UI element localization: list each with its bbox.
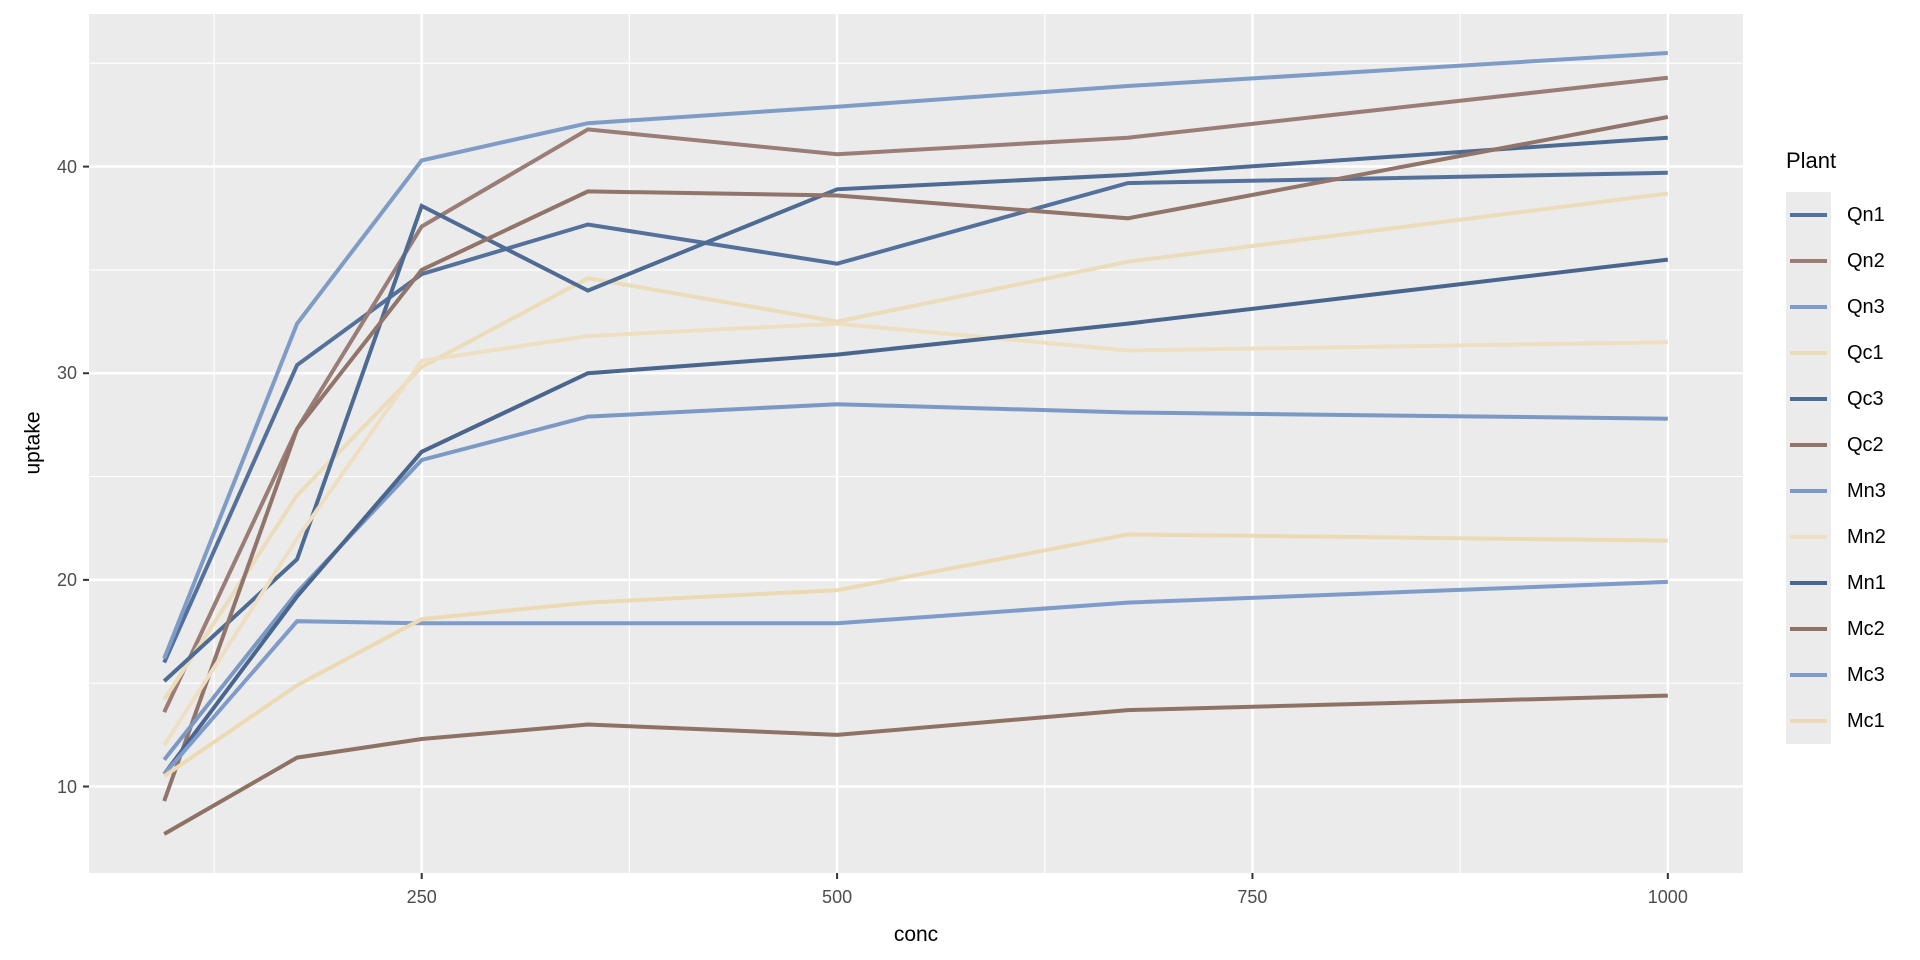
legend-item-Mn1: Mn1: [1786, 560, 1886, 606]
legend-item-Qc3: Qc3: [1786, 376, 1886, 422]
legend-label-Qn1: Qn1: [1847, 203, 1885, 226]
line-series-Qc3: [162, 135, 1668, 683]
legend-key-Qn1: [1786, 192, 1831, 238]
line-series-Mc1: [163, 532, 1668, 778]
legend-line-swatch-Qn2: [1790, 259, 1827, 263]
line-series-Mn1: [162, 257, 1669, 776]
y-tick-label-30: 30: [56, 363, 77, 384]
legend-item-Qn2: Qn2: [1786, 238, 1886, 284]
legend-key-Qn2: [1786, 238, 1831, 284]
legend-line-swatch-Qc2: [1790, 443, 1827, 447]
legend-key-Mc2: [1786, 606, 1831, 652]
legend-key-Qn3: [1786, 284, 1831, 330]
legend-label-Mc3: Mc3: [1847, 663, 1885, 686]
legend-line-swatch-Qc1: [1790, 351, 1827, 355]
legend-key-Mn2: [1786, 514, 1831, 560]
line-series-Qc2: [162, 115, 1669, 802]
line-series-Mn3: [162, 402, 1668, 761]
legend-line-swatch-Qn1: [1790, 213, 1827, 217]
legend-label-Qc1: Qc1: [1847, 341, 1884, 364]
series-lines: [162, 51, 1669, 836]
legend-key-Mn3: [1786, 468, 1831, 514]
legend-item-Qc1: Qc1: [1786, 330, 1886, 376]
x-tick-label-750: 750: [1237, 887, 1268, 907]
legend-item-Mn3: Mn3: [1786, 468, 1886, 514]
line-series-Mc3: [162, 579, 1668, 776]
legend-label-Qc3: Qc3: [1847, 387, 1884, 410]
legend-line-swatch-Qn3: [1790, 305, 1827, 309]
legend-key-Mc1: [1786, 698, 1831, 744]
x-axis-title: conc: [893, 923, 939, 946]
legend-label-Mn2: Mn2: [1847, 525, 1886, 548]
legend-item-Mc2: Mc2: [1786, 606, 1886, 652]
y-axis-title: uptake: [21, 411, 45, 475]
line-series-Qn1: [162, 170, 1668, 664]
y-tick-label-10: 10: [56, 776, 77, 797]
legend-key-Qc2: [1786, 422, 1831, 468]
line-series-Qc1: [162, 191, 1669, 701]
legend-label-Qn3: Qn3: [1847, 295, 1885, 318]
legend: Plant Qn1 Qn2 Qn3 Qc1 Qc3 Qc2 Mn3 Mn2 Mn1 Mc2 Mc3 M…: [1786, 148, 1886, 744]
line-series-Mc2: [163, 693, 1668, 836]
legend-line-swatch-Mc3: [1790, 673, 1827, 677]
line-series-Mn2: [162, 321, 1668, 747]
legend-item-Qn3: Qn3: [1786, 284, 1886, 330]
legend-line-swatch-Mc2: [1790, 627, 1827, 631]
legend-line-swatch-Mn2: [1790, 535, 1827, 539]
y-tick-label-40: 40: [56, 156, 77, 177]
legend-line-swatch-Mn3: [1790, 489, 1827, 493]
legend-items: Qn1 Qn2 Qn3 Qc1 Qc3 Qc2 Mn3 Mn2 Mn1 Mc2 Mc3 Mc1: [1786, 192, 1886, 744]
x-tick-label-1000: 1000: [1647, 887, 1688, 907]
legend-item-Qn1: Qn1: [1786, 192, 1886, 238]
legend-label-Mn3: Mn3: [1847, 479, 1886, 502]
line-series-Qn3: [162, 51, 1668, 660]
legend-item-Mn2: Mn2: [1786, 514, 1886, 560]
major-gridlines: [89, 14, 1743, 873]
legend-label-Mc1: Mc1: [1847, 709, 1885, 732]
legend-key-Qc3: [1786, 376, 1831, 422]
legend-label-Mc2: Mc2: [1847, 617, 1885, 640]
legend-label-Mn1: Mn1: [1847, 571, 1886, 594]
legend-label-Qn2: Qn2: [1847, 249, 1885, 272]
legend-item-Mc3: Mc3: [1786, 652, 1886, 698]
legend-line-swatch-Qc3: [1790, 397, 1827, 401]
legend-key-Qc1: [1786, 330, 1831, 376]
legend-label-Qc2: Qc2: [1847, 433, 1884, 456]
x-tick-label-250: 250: [406, 887, 437, 907]
legend-title: Plant: [1786, 148, 1837, 173]
legend-line-swatch-Mn1: [1790, 581, 1827, 585]
legend-key-Mn1: [1786, 560, 1831, 606]
axis-tick-marks: [83, 165, 1669, 879]
legend-item-Mc1: Mc1: [1786, 698, 1886, 744]
legend-item-Qc2: Qc2: [1786, 422, 1886, 468]
x-tick-label-500: 500: [822, 887, 853, 907]
legend-line-swatch-Mc1: [1790, 719, 1827, 723]
y-tick-label-20: 20: [56, 569, 77, 590]
legend-key-Mc3: [1786, 652, 1831, 698]
